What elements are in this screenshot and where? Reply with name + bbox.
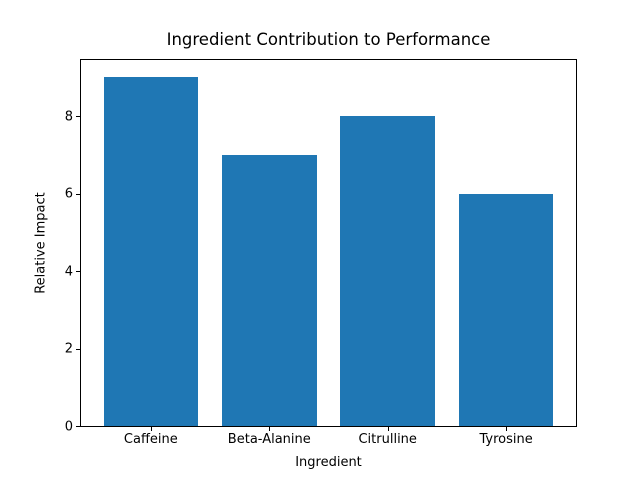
y-tick-mark-0	[76, 426, 80, 427]
x-tick-label-caffeine: Caffeine	[123, 432, 178, 447]
y-tick-label-0: 0	[64, 419, 73, 434]
y-axis-label: Relative Impact	[33, 192, 49, 294]
y-tick-label-8: 8	[64, 109, 73, 125]
x-axis-label: Ingredient	[295, 455, 362, 470]
chart-title: Ingredient Contribution to Performance	[166, 30, 491, 49]
x-tick-label-beta-alanine: Beta-Alanine	[227, 432, 311, 447]
y-tick-mark-8	[76, 116, 80, 118]
bar-caffeine	[103, 77, 199, 426]
y-tick-mark-4	[76, 271, 80, 273]
bar-tyrosine	[458, 193, 554, 426]
x-tick-mark-caffeine	[150, 427, 152, 431]
y-tick-label-2: 2	[64, 341, 73, 357]
x-tick-label-tyrosine: Tyrosine	[479, 432, 533, 447]
plot-area: 0 2 4 6 8 Caffeine Beta-Alanine Citrulline Tyro…	[65, 59, 577, 446]
y-tick-label-4: 4	[64, 264, 73, 280]
x-tick-mark-citrulline	[387, 427, 389, 431]
bar-beta-alanine	[221, 154, 317, 426]
x-tick-mark-tyrosine	[506, 427, 508, 431]
y-tick-label-6: 6	[64, 186, 73, 202]
bar-citrulline	[340, 116, 436, 426]
x-tick-mark-beta-alanine	[269, 427, 271, 431]
y-tick-mark-2	[76, 348, 80, 350]
y-tick-mark-6	[76, 193, 80, 195]
x-tick-label-citrulline: Citrulline	[358, 432, 417, 447]
